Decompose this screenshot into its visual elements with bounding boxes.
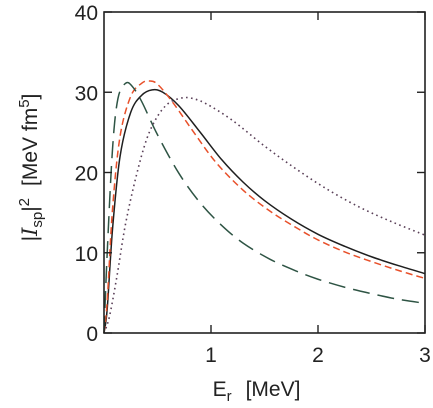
series-solid-line — [103, 88, 426, 334]
y-label-unit-exp: 5 — [16, 99, 33, 107]
x-label-sub: r — [227, 388, 232, 405]
y-tick-label: 10 — [75, 243, 98, 266]
x-label-unit: [MeV] — [246, 378, 301, 401]
y-label-unit-close: ] — [19, 94, 42, 100]
y-tick-label: 40 — [75, 2, 98, 25]
y-label-exp: 2 — [16, 198, 33, 206]
y-axis-label: |Isp|2[MeV fm5] — [16, 94, 46, 242]
y-tick-label: 20 — [75, 163, 98, 186]
y-label-bar-close: | — [19, 206, 42, 211]
y-label-script: I — [18, 227, 42, 237]
x-label-main: E — [213, 378, 227, 401]
y-label-bar-open: | — [19, 236, 42, 241]
x-tick-label: 1 — [205, 344, 217, 367]
y-label-unit: [MeV fm — [19, 108, 42, 186]
x-axis-label: Er [MeV] — [213, 378, 301, 405]
series-dotted-line — [103, 96, 426, 334]
x-tick-label: 3 — [419, 344, 431, 367]
series-dashed-line — [103, 80, 426, 334]
y-label-sub: sp — [29, 212, 46, 228]
curves — [103, 80, 426, 334]
plot-frame — [103, 11, 426, 334]
y-tick-label: 30 — [75, 82, 98, 105]
y-tick-label: 0 — [86, 323, 98, 346]
x-tick-label: 2 — [312, 344, 324, 367]
series-long-dashed-line — [103, 81, 426, 334]
